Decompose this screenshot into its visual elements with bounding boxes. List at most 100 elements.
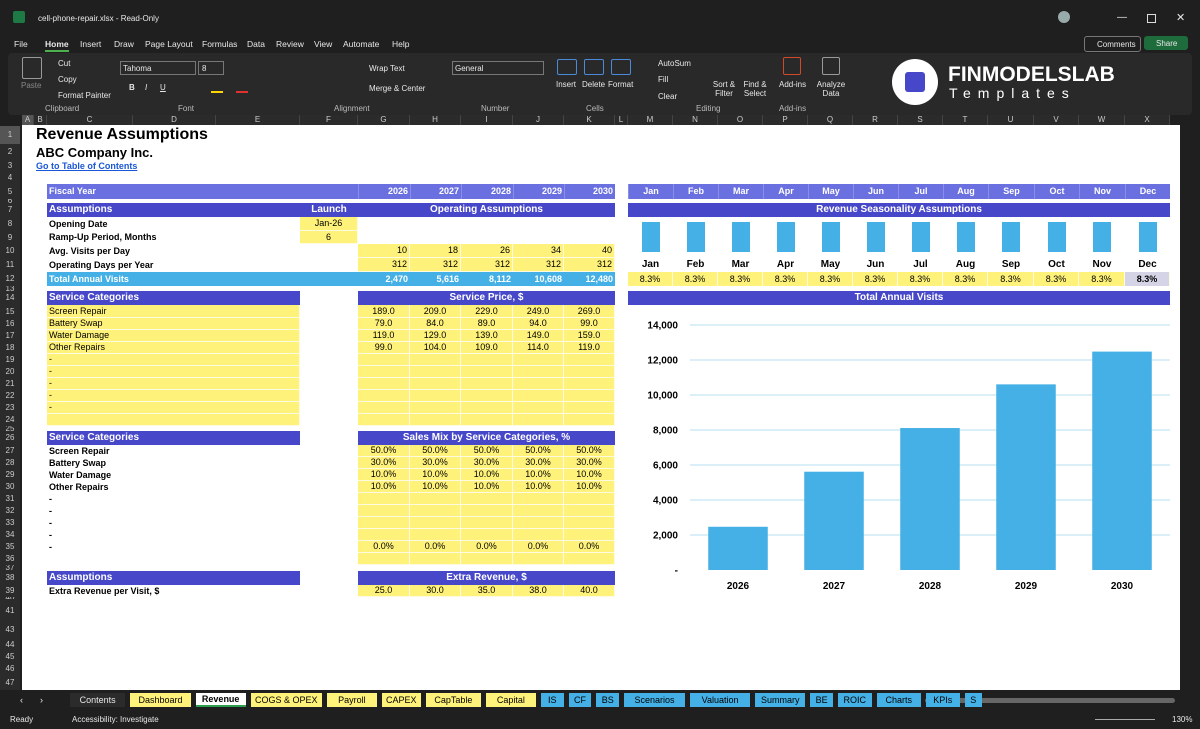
minimize[interactable]: — bbox=[1117, 12, 1127, 23]
row-header[interactable]: 19 bbox=[0, 354, 20, 366]
column-header[interactable]: M bbox=[628, 115, 673, 125]
fill[interactable]: Fill bbox=[658, 75, 669, 84]
row-header[interactable]: 28 bbox=[0, 457, 20, 469]
row-header[interactable]: 17 bbox=[0, 330, 20, 342]
menu-tab[interactable]: Help bbox=[392, 39, 410, 49]
sheet-tab[interactable]: S bbox=[964, 693, 982, 707]
column-header[interactable]: U bbox=[988, 115, 1034, 125]
row-header[interactable]: 30 bbox=[0, 481, 20, 493]
prev-sheet[interactable]: ‹ bbox=[20, 695, 23, 705]
row-header[interactable]: 13 bbox=[0, 286, 20, 291]
next-sheet[interactable]: › bbox=[40, 695, 43, 705]
row-header[interactable]: 41 bbox=[0, 599, 20, 622]
column-header[interactable]: N bbox=[673, 115, 718, 125]
menu-tab[interactable]: Automate bbox=[343, 39, 380, 49]
close[interactable]: ✕ bbox=[1176, 12, 1186, 24]
row-header[interactable]: 4 bbox=[0, 172, 20, 184]
menu-tab[interactable]: Formulas bbox=[202, 39, 238, 49]
row-header[interactable]: 29 bbox=[0, 469, 20, 481]
paste-icon[interactable] bbox=[22, 57, 42, 79]
addins[interactable]: Add-ins bbox=[779, 80, 807, 89]
sheet-tab[interactable]: Payroll bbox=[327, 693, 377, 707]
merge-center[interactable]: Merge & Center bbox=[369, 84, 426, 93]
row-header[interactable]: 2 bbox=[0, 144, 20, 160]
row-header[interactable]: 24 bbox=[0, 414, 20, 426]
sheet-tab[interactable]: CAPEX bbox=[381, 693, 421, 707]
column-header[interactable]: T bbox=[943, 115, 988, 125]
sheet-tab[interactable]: BS bbox=[596, 693, 620, 707]
comments-button[interactable]: Comments bbox=[1084, 36, 1141, 52]
column-header[interactable]: B bbox=[34, 115, 47, 125]
toc-link[interactable]: Go to Table of Contents bbox=[36, 160, 138, 171]
sort-filter[interactable]: Sort & Filter bbox=[712, 80, 736, 98]
copy[interactable]: Copy bbox=[58, 75, 77, 84]
cut[interactable]: Cut bbox=[58, 59, 71, 68]
paste[interactable]: Paste bbox=[21, 81, 42, 90]
restore[interactable] bbox=[1147, 14, 1156, 23]
sheet-tab[interactable]: Revenue bbox=[195, 693, 246, 707]
delete[interactable]: Delete bbox=[582, 80, 606, 89]
row-header[interactable]: 32 bbox=[0, 505, 20, 517]
column-header[interactable]: E bbox=[216, 115, 300, 125]
insert[interactable]: Insert bbox=[556, 80, 577, 89]
addins-icon[interactable] bbox=[783, 57, 801, 75]
menu-tab[interactable]: Page Layout bbox=[145, 39, 193, 49]
row-header[interactable]: 21 bbox=[0, 378, 20, 390]
row-header[interactable]: 46 bbox=[0, 663, 20, 675]
sheet-tab[interactable]: CF bbox=[568, 693, 592, 707]
row-header[interactable]: 27 bbox=[0, 445, 20, 457]
column-header[interactable]: L bbox=[615, 115, 628, 125]
column-header[interactable]: A bbox=[22, 115, 34, 125]
column-header[interactable]: W bbox=[1079, 115, 1125, 125]
row-header[interactable]: 20 bbox=[0, 366, 20, 378]
font-size-box[interactable]: 8 bbox=[198, 61, 224, 75]
row-header[interactable]: 16 bbox=[0, 318, 20, 330]
column-header[interactable]: O bbox=[718, 115, 763, 125]
analyze-data[interactable]: Analyze Data bbox=[816, 80, 846, 98]
column-header[interactable]: D bbox=[133, 115, 216, 125]
column-header[interactable]: P bbox=[763, 115, 808, 125]
column-header[interactable]: I bbox=[461, 115, 513, 125]
menu-tab[interactable]: Draw bbox=[114, 39, 134, 49]
menu-tab[interactable]: View bbox=[314, 39, 333, 49]
analyze-icon[interactable] bbox=[822, 57, 840, 75]
row-header[interactable]: 44 bbox=[0, 638, 20, 651]
column-header[interactable]: S bbox=[898, 115, 943, 125]
delete-icon[interactable] bbox=[584, 59, 604, 75]
underline-button[interactable]: U bbox=[160, 83, 166, 92]
zoom-slider[interactable] bbox=[1095, 719, 1155, 720]
column-header[interactable]: G bbox=[358, 115, 410, 125]
sheet-tab[interactable]: ROIC bbox=[838, 693, 872, 707]
row-header[interactable]: 3 bbox=[0, 160, 20, 172]
column-header[interactable]: F bbox=[300, 115, 358, 125]
sheet-tab[interactable]: Capital bbox=[486, 693, 536, 707]
insert-icon[interactable] bbox=[557, 59, 577, 75]
row-header[interactable]: 26 bbox=[0, 431, 20, 445]
menu-tab[interactable]: File bbox=[14, 39, 28, 49]
column-header[interactable]: Q bbox=[808, 115, 853, 125]
sheet-tab[interactable]: CapTable bbox=[425, 693, 481, 707]
row-header[interactable]: 11 bbox=[0, 258, 20, 272]
font-color[interactable] bbox=[236, 91, 248, 93]
row-header[interactable]: 6 bbox=[0, 199, 20, 203]
row-header[interactable]: 1 bbox=[0, 126, 20, 144]
menu-tab[interactable]: Home bbox=[45, 39, 69, 52]
row-header[interactable]: 37 bbox=[0, 565, 20, 571]
sheet-tab[interactable]: Charts bbox=[876, 693, 921, 707]
h-scrollbar[interactable] bbox=[925, 698, 1175, 703]
row-header[interactable]: 31 bbox=[0, 493, 20, 505]
row-header[interactable]: 33 bbox=[0, 517, 20, 529]
row-header[interactable]: 22 bbox=[0, 390, 20, 402]
menu-tab[interactable]: Insert bbox=[80, 39, 102, 49]
format-icon[interactable] bbox=[611, 59, 631, 75]
row-header[interactable]: 36 bbox=[0, 553, 20, 565]
row-header[interactable]: 43 bbox=[0, 622, 20, 638]
sheet-tab[interactable]: Dashboard bbox=[130, 693, 191, 707]
format-painter[interactable]: Format Painter bbox=[58, 91, 111, 100]
bold-button[interactable]: B bbox=[129, 83, 135, 92]
autosum[interactable]: AutoSum bbox=[658, 59, 691, 68]
column-header[interactable]: X bbox=[1125, 115, 1170, 125]
sheet-tab[interactable]: KPIs bbox=[926, 693, 960, 707]
menu-tab[interactable]: Data bbox=[247, 39, 265, 49]
column-header[interactable]: V bbox=[1034, 115, 1079, 125]
